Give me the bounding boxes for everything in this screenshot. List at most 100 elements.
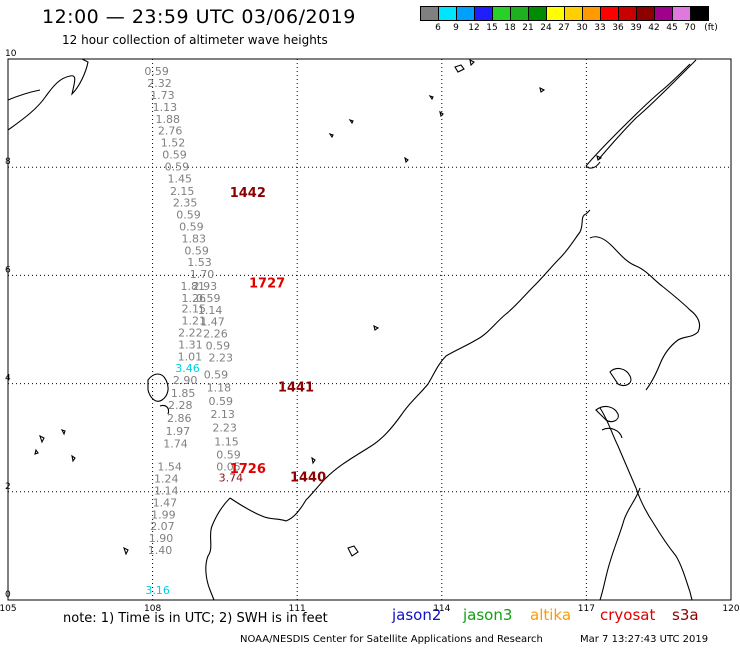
lat-tick-label: 10 xyxy=(5,49,17,59)
wave-height-value: 2.32 xyxy=(147,77,172,90)
east-coast-ridge xyxy=(599,487,641,601)
wave-height-value: 1.83 xyxy=(182,232,207,245)
wave-height-value: 0.59 xyxy=(176,209,201,222)
legend-label: 9 xyxy=(453,23,459,33)
legend-label: 12 xyxy=(468,23,480,33)
east-borneo-coast xyxy=(599,407,693,601)
wave-height-value: 1.70 xyxy=(190,268,215,281)
wave-height-value: 1.45 xyxy=(168,172,193,185)
legend-label: 45 xyxy=(666,23,678,33)
wave-height-value: 0.59 xyxy=(165,160,190,173)
wave-height-value: 0.59 xyxy=(216,448,241,461)
sea-islets xyxy=(328,59,603,331)
pass-time-label: 1727 xyxy=(249,276,285,291)
legend-label: 6 xyxy=(435,23,441,33)
wave-height-value: 1.53 xyxy=(187,256,212,269)
wave-height-value: 3.16 xyxy=(145,584,170,597)
wave-height-value: 0.59 xyxy=(196,292,221,305)
wave-height-value: 1.47 xyxy=(153,496,178,509)
wave-height-value: 1.54 xyxy=(157,461,182,474)
lon-tick-label: 117 xyxy=(578,604,595,614)
wave-height-value: 1.14 xyxy=(154,485,179,498)
borneo-islets xyxy=(123,456,359,557)
satellite-name-jason3: jason3 xyxy=(463,606,513,624)
legend-label: 39 xyxy=(630,23,642,33)
wave-height-value: 2.23 xyxy=(209,351,234,364)
legend-label: 18 xyxy=(504,23,516,33)
wave-height-value: 1.97 xyxy=(166,425,191,438)
map-frame xyxy=(7,58,732,601)
legend-label: 15 xyxy=(486,23,498,33)
wave-height-value: 2.28 xyxy=(168,399,193,412)
wave-height-value: 1.88 xyxy=(155,113,180,126)
legend-swatch xyxy=(690,6,709,21)
borneo-west-coast xyxy=(205,497,231,601)
wave-height-value: 1.14 xyxy=(198,304,223,317)
lon-tick-label: 105 xyxy=(0,604,17,614)
sabah-coast xyxy=(589,236,701,391)
legend-label: 33 xyxy=(594,23,606,33)
legend-label: 30 xyxy=(576,23,588,33)
wave-height-value: 1.85 xyxy=(171,387,196,400)
pass-time-label: 1726 xyxy=(230,462,266,477)
wave-height-value: 2.23 xyxy=(212,422,237,435)
wave-height-value: 2.07 xyxy=(150,520,175,533)
borneo-coast xyxy=(229,209,591,522)
satellite-name-jason2: jason2 xyxy=(392,606,442,624)
legend-label: 70 xyxy=(684,23,696,33)
wave-height-value: 2.35 xyxy=(173,197,198,210)
wave-height-value: 1.81 xyxy=(181,280,206,293)
credit-line: NOAA/NESDIS Center for Satellite Applica… xyxy=(240,634,543,645)
wave-height-value: 0.59 xyxy=(206,340,231,353)
wave-height-value: 1.47 xyxy=(200,316,225,329)
wave-height-value: 1.90 xyxy=(149,532,174,545)
pass-time-label: 1441 xyxy=(278,381,314,396)
legend-labels: 6 9 12 15 18 21 24 27 30 33 36 39 42 45 70 (ft) xyxy=(420,21,729,35)
wave-height-value: 1.99 xyxy=(151,508,176,521)
wave-height-value: 1.74 xyxy=(163,437,188,450)
satellite-name-altika: altika xyxy=(530,606,572,624)
wave-height-value: 3.74 xyxy=(219,472,244,485)
pass-time-label: 1440 xyxy=(290,471,326,486)
wave-height-value: 2.15 xyxy=(170,185,195,198)
wave-height-value: 2.93 xyxy=(193,280,218,293)
lat-tick-label: 2 xyxy=(5,482,11,492)
natuna-islands xyxy=(147,373,170,415)
wave-height-value: 2.26 xyxy=(203,328,228,341)
lat-lon-grid: 105 108 111 114 117 120 0 2 4 6 8 10 xyxy=(0,49,740,614)
lon-tick-label: 114 xyxy=(433,604,450,614)
footer-note: note: 1) Time is in UTC; 2) SWH is in fe… xyxy=(63,611,328,626)
legend-swatches xyxy=(420,6,729,21)
wave-height-value: 2.76 xyxy=(158,125,183,138)
wave-height-value: 2.22 xyxy=(178,327,203,340)
legend-label: 24 xyxy=(540,23,552,33)
wave-height-value: 0.59 xyxy=(162,149,187,162)
wave-height-value: 1.31 xyxy=(178,338,203,351)
anambas-islets xyxy=(34,429,76,463)
wave-height-value: 1.13 xyxy=(153,101,178,114)
wave-height-value: 1.24 xyxy=(154,473,179,486)
lat-tick-label: 8 xyxy=(5,157,11,167)
wave-height-value: 1.15 xyxy=(214,435,239,448)
wave-height-value: 3.46 xyxy=(175,362,200,375)
wave-height-value: 0.59 xyxy=(209,395,234,408)
wave-height-value: 1.40 xyxy=(148,544,173,557)
wave-height-value: 2.86 xyxy=(167,412,192,425)
wave-height-value: 1.01 xyxy=(178,350,203,363)
legend-label: 21 xyxy=(522,23,534,33)
coastlines xyxy=(7,58,701,601)
wave-height-value: 0.59 xyxy=(204,369,229,382)
wave-height-value: 0.05 xyxy=(216,461,241,474)
lat-tick-label: 4 xyxy=(5,374,11,384)
wave-height-value: 2.90 xyxy=(173,374,198,387)
legend-label: 42 xyxy=(648,23,660,33)
vietnam-coast xyxy=(7,58,89,131)
map-subtitle: 12 hour collection of altimeter wave hei… xyxy=(62,33,328,47)
wave-height-value: 2.15 xyxy=(182,303,207,316)
wave-height-value: 0.59 xyxy=(144,65,169,78)
wave-height-value: 1.21 xyxy=(182,315,207,328)
legend-unit: (ft) xyxy=(704,23,718,33)
wave-height-value: 1.18 xyxy=(207,382,232,395)
wave-height-value: 2.13 xyxy=(210,408,235,421)
